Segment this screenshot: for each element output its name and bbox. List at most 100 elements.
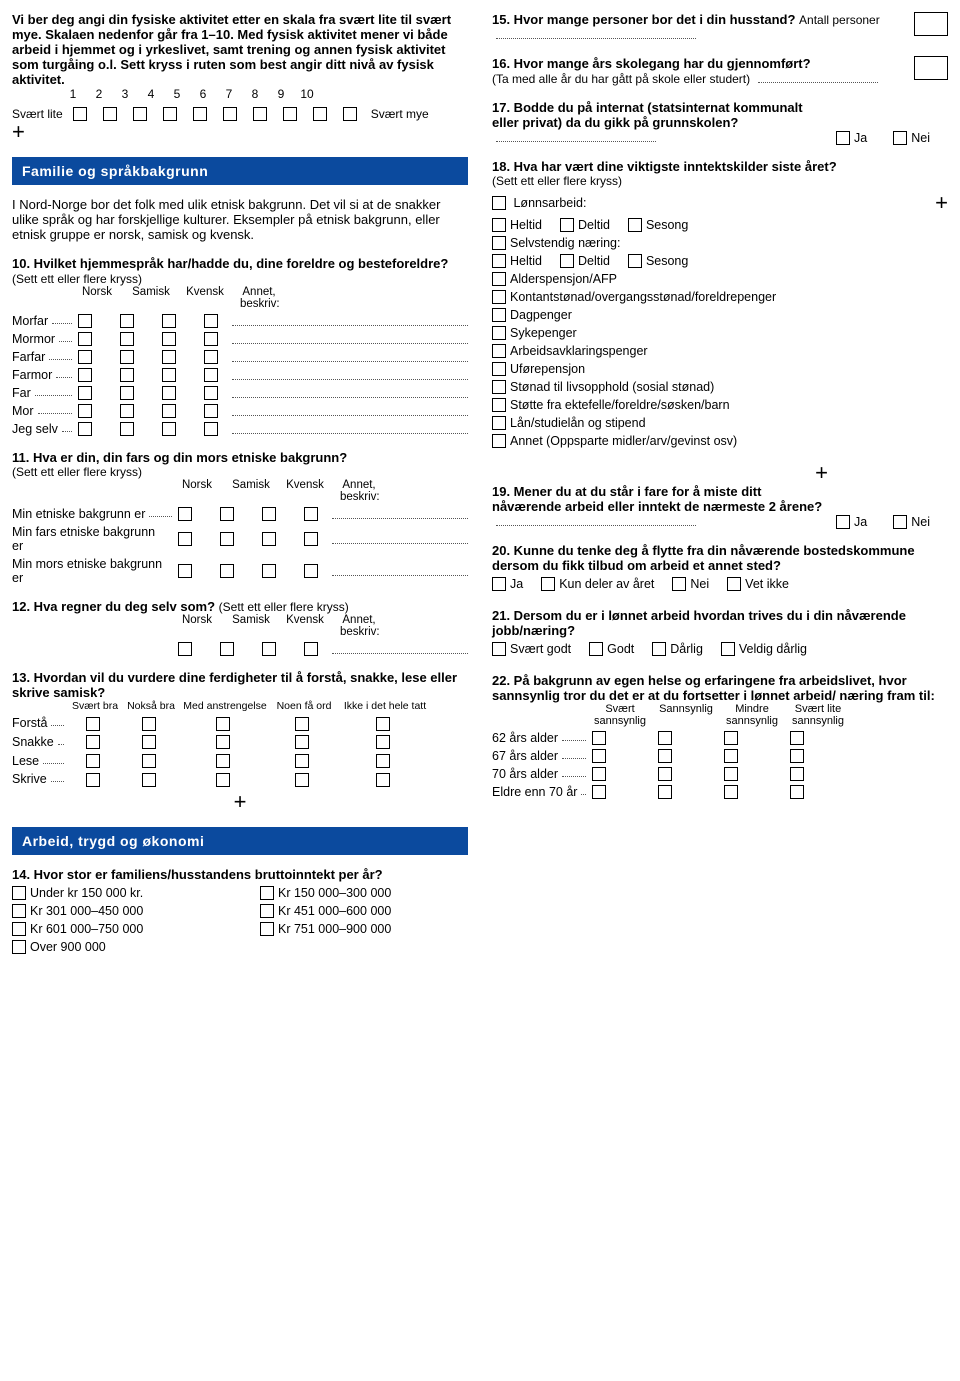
checkbox[interactable] — [652, 642, 666, 656]
checkbox[interactable] — [492, 218, 506, 232]
write-line[interactable] — [332, 644, 468, 654]
checkbox[interactable] — [216, 754, 230, 768]
checkbox-ja[interactable] — [836, 515, 850, 529]
checkbox[interactable] — [724, 767, 738, 781]
checkbox[interactable] — [78, 386, 92, 400]
write-line[interactable] — [758, 73, 878, 83]
checkbox[interactable] — [295, 717, 309, 731]
checkbox[interactable] — [727, 577, 741, 591]
checkbox[interactable] — [295, 735, 309, 749]
checkbox-ja[interactable] — [836, 131, 850, 145]
checkbox[interactable] — [142, 717, 156, 731]
checkbox[interactable] — [216, 717, 230, 731]
checkbox[interactable] — [86, 754, 100, 768]
checkbox[interactable] — [220, 564, 234, 578]
checkbox[interactable] — [790, 749, 804, 763]
checkbox[interactable] — [204, 314, 218, 328]
write-line[interactable] — [332, 509, 468, 519]
checkbox[interactable] — [560, 218, 574, 232]
checkbox[interactable] — [86, 717, 100, 731]
checkbox[interactable] — [628, 254, 642, 268]
checkbox[interactable] — [142, 773, 156, 787]
checkbox[interactable] — [262, 532, 276, 546]
checkbox[interactable] — [560, 254, 574, 268]
write-line[interactable] — [332, 566, 468, 576]
checkbox[interactable] — [376, 717, 390, 731]
checkbox[interactable] — [220, 532, 234, 546]
checkbox[interactable] — [724, 749, 738, 763]
checkbox[interactable] — [86, 773, 100, 787]
checkbox[interactable] — [120, 368, 134, 382]
checkbox[interactable] — [120, 314, 134, 328]
checkbox[interactable] — [120, 350, 134, 364]
checkbox[interactable] — [672, 577, 686, 591]
write-line[interactable] — [496, 29, 696, 39]
q15-input[interactable] — [914, 12, 948, 36]
write-line[interactable] — [232, 388, 468, 398]
checkbox[interactable] — [178, 642, 192, 656]
checkbox[interactable] — [492, 642, 506, 656]
checkbox[interactable] — [216, 773, 230, 787]
checkbox[interactable] — [260, 922, 274, 936]
checkbox[interactable] — [592, 767, 606, 781]
checkbox[interactable] — [295, 754, 309, 768]
checkbox[interactable] — [204, 386, 218, 400]
checkbox[interactable] — [78, 332, 92, 346]
checkbox[interactable] — [204, 368, 218, 382]
checkbox[interactable] — [120, 404, 134, 418]
checkbox[interactable] — [492, 254, 506, 268]
checkbox[interactable] — [724, 785, 738, 799]
checkbox[interactable] — [12, 886, 26, 900]
checkbox[interactable] — [12, 940, 26, 954]
checkbox[interactable] — [223, 107, 237, 121]
checkbox[interactable] — [262, 507, 276, 521]
checkbox[interactable] — [658, 749, 672, 763]
checkbox[interactable] — [162, 314, 176, 328]
checkbox[interactable] — [658, 731, 672, 745]
checkbox[interactable] — [304, 507, 318, 521]
write-line[interactable] — [232, 406, 468, 416]
checkbox[interactable] — [86, 735, 100, 749]
checkbox[interactable] — [120, 422, 134, 436]
checkbox[interactable] — [492, 290, 506, 304]
checkbox[interactable] — [162, 422, 176, 436]
checkbox[interactable] — [78, 404, 92, 418]
checkbox[interactable] — [162, 404, 176, 418]
checkbox[interactable] — [162, 332, 176, 346]
checkbox[interactable] — [343, 107, 357, 121]
checkbox[interactable] — [262, 642, 276, 656]
checkbox[interactable] — [204, 332, 218, 346]
checkbox[interactable] — [492, 344, 506, 358]
write-line[interactable] — [332, 534, 468, 544]
write-line[interactable] — [232, 316, 468, 326]
checkbox[interactable] — [376, 773, 390, 787]
checkbox[interactable] — [376, 754, 390, 768]
write-line[interactable] — [232, 370, 468, 380]
checkbox[interactable] — [142, 754, 156, 768]
checkbox[interactable] — [178, 507, 192, 521]
checkbox[interactable] — [492, 380, 506, 394]
checkbox[interactable] — [790, 785, 804, 799]
checkbox[interactable] — [304, 564, 318, 578]
checkbox[interactable] — [592, 785, 606, 799]
checkbox[interactable] — [260, 904, 274, 918]
checkbox[interactable] — [162, 368, 176, 382]
checkbox[interactable] — [628, 218, 642, 232]
checkbox[interactable] — [658, 785, 672, 799]
checkbox[interactable] — [592, 749, 606, 763]
write-line[interactable] — [232, 352, 468, 362]
checkbox[interactable] — [724, 731, 738, 745]
checkbox[interactable] — [204, 422, 218, 436]
checkbox[interactable] — [790, 731, 804, 745]
checkbox[interactable] — [260, 886, 274, 900]
checkbox[interactable] — [304, 532, 318, 546]
checkbox[interactable] — [78, 368, 92, 382]
checkbox[interactable] — [163, 107, 177, 121]
q16-input[interactable] — [914, 56, 948, 80]
checkbox[interactable] — [283, 107, 297, 121]
checkbox[interactable] — [78, 350, 92, 364]
checkbox[interactable] — [78, 422, 92, 436]
checkbox[interactable] — [162, 350, 176, 364]
checkbox[interactable] — [492, 326, 506, 340]
checkbox[interactable] — [492, 236, 506, 250]
